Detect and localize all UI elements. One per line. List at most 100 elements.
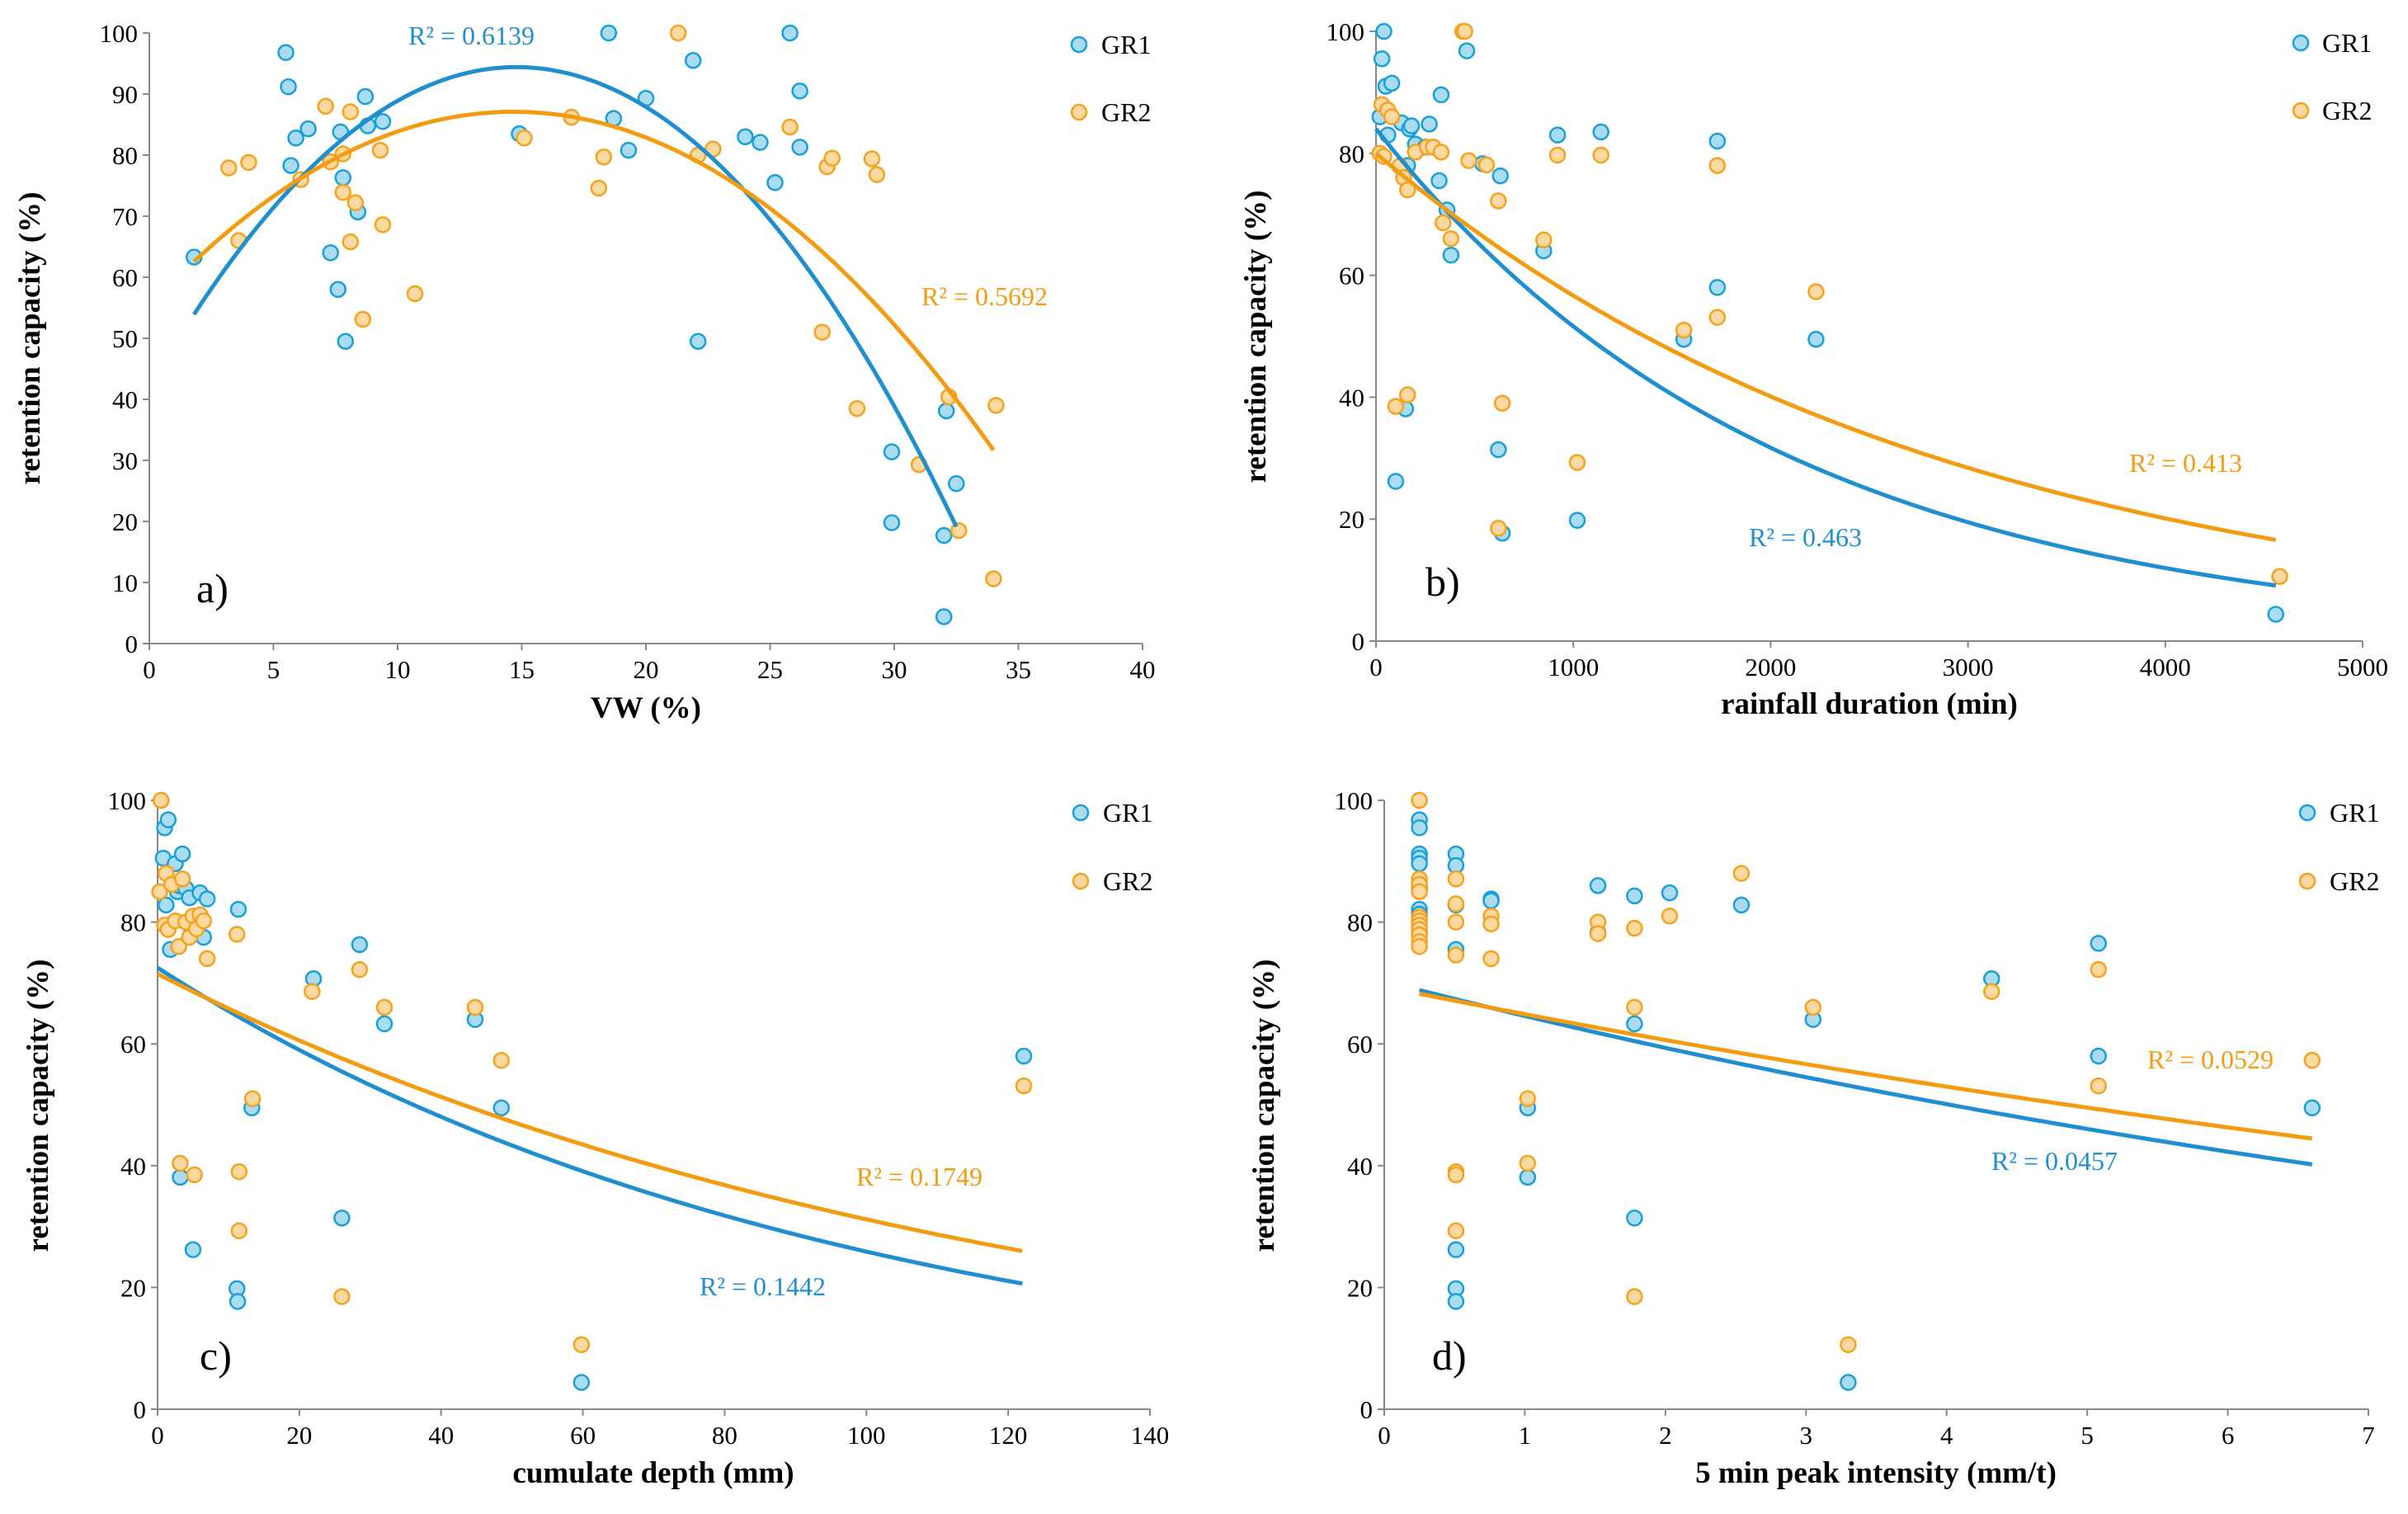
panel-a-point-gr2 [334,183,352,201]
panel-a-point-gr1 [299,120,317,138]
panel-b-trendline-gr1 [1374,127,2277,588]
panel-d-point-gr1 [1482,892,1500,910]
panel-a-x-tick-label: 10 [385,655,411,684]
panel-b-point-gr2 [1708,157,1727,174]
panel-b-legend: GR1 GR2 [2292,28,2372,125]
panel-a-point-gr1 [322,244,339,262]
panel-d-point-gr2 [1840,1336,1857,1354]
panel-c-point-gr2 [170,937,188,955]
panel-a-point-gr1 [791,139,808,156]
panel-b-point-gr1 [1592,123,1609,141]
panel-c-point-gr2 [243,1090,262,1107]
panel-b-label: b) [1425,559,1460,605]
panel-c-trendline-gr1 [156,965,1023,1286]
panel-c-point-gr2 [351,960,369,979]
panel-a-trendline-gr1 [192,64,959,528]
panel-a-legend-label-gr1: GR1 [1101,30,1151,59]
panel-d-y-tick-label: 40 [1347,1152,1373,1181]
panel-c-x-tick-label: 20 [286,1421,312,1450]
panel-a-x-tick-label: 40 [1130,655,1156,684]
panel-b-point-gr2 [1432,144,1450,161]
panel-a-point-gr1 [287,130,304,147]
panel-c-point-gr2 [333,1288,351,1305]
panel-a-y-tick-label: 80 [112,141,138,170]
panel-a-point-gr2 [406,285,424,303]
panel-b-point-gr1 [1490,441,1507,459]
panel-a-axes: 0 5 10 15 20 25 30 35 40 0 10 20 30 40 50 60 70 80 90 100 [100,19,1156,684]
panel-c-y-tick-label: 20 [120,1273,146,1302]
panel-a-point-gr1 [282,157,299,174]
panel-a-point-gr2 [669,24,687,42]
panel-b-point-gr1 [1708,132,1727,150]
panel-a-point-gr2 [354,310,372,328]
panel-c-x-axis-title: cumulate depth (mm) [512,1456,794,1490]
panel-d-y-axis-title: retention capacity (%) [1247,960,1281,1252]
panel-d: 0 1 2 3 4 5 6 7 0 20 40 60 80 100 5 min peak intensit… [1247,786,2379,1490]
panel-a-x-tick-label: 5 [267,655,280,684]
panel-a-legend-marker-gr1 [1070,35,1088,54]
panel-a-y-tick-label: 20 [112,507,138,536]
panel-c-point-gr2 [151,883,168,900]
panel-c-point-gr2 [173,870,191,888]
panel-c-x-tick-label: 100 [847,1421,886,1450]
panel-c-x-tick-label: 0 [151,1421,164,1450]
panel-d-point-gr2 [1447,1166,1465,1184]
panel-d-point-gr1 [1661,884,1679,902]
panel-a-point-gr1 [883,443,901,460]
panel-b-r2-gr1: R² = 0.463 [1749,522,1862,552]
panel-d-x-tick-label: 2 [1659,1421,1672,1450]
panel-b-legend-marker-gr1 [2292,34,2310,52]
panel-c-marks [151,791,1033,1391]
panel-d-y-tick-label: 60 [1347,1030,1373,1059]
panel-c-point-gr1 [172,1168,189,1186]
panel-a-y-tick-label: 90 [112,80,138,109]
panel-a-y-axis-title: retention capacity (%) [13,192,47,485]
panel-b-point-gr1 [1442,246,1460,264]
panel-d-legend: GR1 GR2 [2298,798,2379,896]
panel-d-point-gr2 [1411,791,1428,809]
panel-a-point-gr1 [935,526,953,545]
panel-b-point-gr2 [1435,214,1452,232]
panel-c-legend-marker-gr1 [1072,804,1090,822]
panel-b-y-tick-label: 60 [1339,262,1364,290]
panel-b-r2-gr2: R² = 0.413 [2129,448,2242,478]
panel-b-legend-label-gr1: GR1 [2322,28,2372,58]
panel-d-point-gr2 [1626,1288,1643,1305]
panel-a-x-tick-label: 20 [634,655,659,684]
panel-a-point-gr2 [346,194,365,211]
panel-b-point-gr2 [1460,152,1477,169]
panel-b-y-tick-label: 0 [1352,627,1365,656]
panel-c-point-gr2 [186,1166,203,1184]
panel-b-point-gr1 [1373,50,1391,68]
panel-d-point-gr2 [1661,907,1679,925]
panel-b-point-gr2 [1387,398,1405,415]
panel-d-x-axis-title: 5 min peak intensity (mm/t) [1695,1456,2057,1490]
panel-c-point-gr1 [158,896,175,914]
panel-c-legend-marker-gr2 [1072,872,1090,890]
panel-b-y-tick-label: 20 [1339,505,1364,534]
panel-d-x-tick-label: 5 [2080,1421,2094,1450]
panel-a-legend: GR1 GR2 [1070,30,1151,127]
panel-b-point-gr2 [1493,394,1511,413]
panel-c-point-gr1 [1015,1047,1033,1065]
panel-a-marks [185,24,1005,625]
panel-a-point-gr2 [595,148,613,166]
panel-c-legend-label-gr1: GR1 [1103,798,1152,828]
panel-a-point-gr1 [329,281,347,299]
panel-b-point-gr1 [1375,22,1392,40]
panel-d-legend-marker-gr2 [2298,872,2316,890]
panel-a-point-gr1 [356,87,375,106]
panel-b-point-gr1 [1421,116,1438,133]
panel-b-x-tick-label: 3000 [1943,653,1994,682]
panel-c-point-gr2 [304,983,321,1000]
panel-b-x-tick-label: 5000 [2337,653,2388,682]
panel-a-y-tick-label: 30 [112,446,138,475]
panel-a-point-gr1 [766,174,784,191]
panel-d-point-gr2 [1732,865,1751,882]
panel-d-trendline-gr2 [1419,991,2313,1141]
panel-d-point-gr2 [1447,1222,1465,1240]
panel-c-point-gr1 [198,890,216,908]
panel-b-y-axis-title: retention capacity (%) [1239,191,1273,483]
panel-a-point-gr1 [620,141,638,159]
